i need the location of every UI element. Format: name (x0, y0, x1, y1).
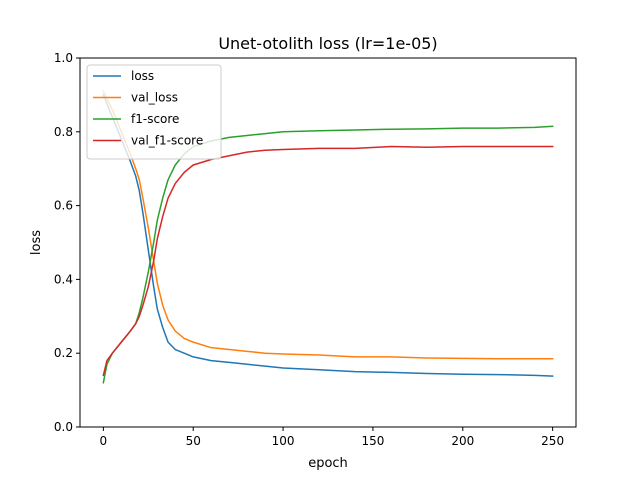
legend-label-val_loss: val_loss (131, 91, 178, 105)
x-tick-label: 250 (541, 434, 564, 448)
x-tick-label: 200 (451, 434, 474, 448)
legend-label-loss: loss (131, 69, 154, 83)
plot-frame (79, 57, 577, 428)
legend-box (86, 64, 222, 160)
x-tick-label: 150 (361, 434, 384, 448)
y-tick-label: 0.6 (54, 199, 73, 213)
x-axis-label: epoch (308, 456, 348, 471)
y-tick-label: 1.0 (54, 51, 73, 65)
y-axis-label: loss (29, 230, 44, 255)
x-tick-label: 100 (272, 434, 295, 448)
legend-label-val_f1-score: val_f1-score (131, 134, 203, 148)
y-tick-label: 0.0 (54, 420, 73, 434)
legend-label-f1-score: f1-score (131, 112, 179, 126)
y-tick-label: 0.2 (54, 346, 73, 360)
y-axis-ticks: 0.0 0.2 0.4 0.6 0.8 1.0 (54, 51, 80, 434)
x-tick-label: 0 (100, 434, 108, 448)
chart-title: Unet-otolith loss (lr=1e-05) (218, 34, 437, 53)
chart-legend: loss val_loss f1-score val_f1-score (86, 64, 222, 160)
x-axis-ticks: 0 50 100 150 200 250 (100, 427, 564, 448)
y-tick-label: 0.8 (54, 125, 73, 139)
x-tick-label: 50 (186, 434, 201, 448)
series-line-loss (102, 93, 554, 377)
series-line-val_f1-score (102, 145, 554, 377)
series-line-val_loss (102, 90, 554, 360)
y-tick-label: 0.4 (54, 272, 73, 286)
